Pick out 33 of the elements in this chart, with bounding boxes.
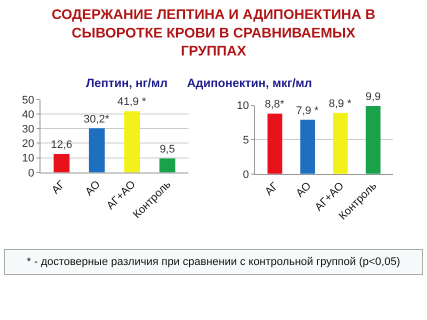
y-tick-label: 10 — [236, 100, 249, 112]
text: * - достоверные различия при сравнении с контрольной группой (p<0,05) — [26, 256, 400, 268]
data-label: 12,6 — [50, 139, 72, 152]
data-label: 9,5 — [160, 144, 175, 156]
bar — [54, 154, 70, 172]
bar — [333, 112, 348, 174]
y-tick-label: 30 — [22, 123, 34, 136]
x-tick-label: АО — [294, 180, 314, 200]
bar — [159, 158, 176, 172]
data-label: 8,9 * — [328, 98, 352, 110]
data-label: 9,9 — [366, 91, 381, 104]
bar — [366, 106, 381, 174]
data-label: 8,8* — [264, 98, 286, 111]
bar — [300, 120, 315, 174]
chart-subtitle: Адипонектин, мкг/мл — [187, 76, 312, 90]
x-tick-label: АГ — [50, 178, 68, 197]
data-label: 7,9 * — [296, 104, 320, 117]
y-tick-label: 20 — [22, 138, 34, 150]
y-tick-label: 10 — [22, 152, 34, 165]
chart-subtitle: Лептин, нг/мл — [86, 76, 168, 90]
y-tick-label: 50 — [22, 94, 34, 106]
x-tick-label: АО — [83, 178, 104, 198]
data-label: 41,9 * — [117, 96, 147, 108]
y-tick-label: 0 — [28, 167, 34, 180]
bar — [124, 111, 140, 172]
y-tick-label: 40 — [22, 108, 34, 121]
chart-title: СОДЕРЖАНИЕ ЛЕПТИНА И АДИПОНЕКТИНА В СЫВОРОТКЕ КРОВИ В СРАВНИВАЕМЫХ ГРУППАХ — [52, 6, 376, 59]
data-label: 30,2* — [84, 113, 110, 126]
y-tick-label: 0 — [242, 168, 249, 181]
y-tick-label: 5 — [242, 134, 249, 146]
x-tick-label: АГ — [262, 180, 281, 198]
bar — [267, 114, 282, 174]
bar — [88, 128, 105, 172]
